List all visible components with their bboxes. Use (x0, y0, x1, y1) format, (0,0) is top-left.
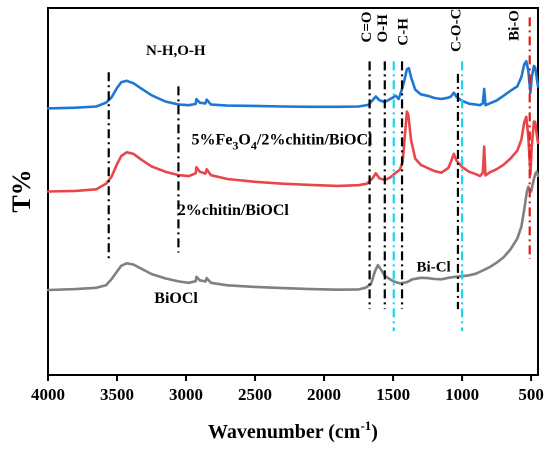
x-axis-title-tail: ) (371, 421, 378, 443)
x-tick-label-7: 500 (518, 385, 544, 404)
annotations-group: N-H,O-H C=O O-H C-H C-O-C Bi-O Bi-Cl (146, 9, 523, 276)
series-group (46, 60, 540, 292)
plot-frame (47, 7, 539, 376)
series-label-0-part-4: /2%chitin/BiOCl (256, 131, 373, 148)
series-label-2: BiOCl (154, 290, 198, 307)
series-label-0-part-2: O (238, 131, 250, 148)
x-tick-label-6: 1000 (445, 385, 479, 404)
x-axis-title-main: Wavenumber (cm (208, 421, 361, 443)
x-tick-label-1: 3500 (100, 385, 134, 404)
series-line-0 (46, 60, 540, 110)
x-tick-label-4: 2000 (307, 385, 341, 404)
annotation-0: N-H,O-H (146, 43, 206, 59)
x-axis-title: Wavenumber (cm-1) (208, 418, 378, 443)
annotation-1: C=O (359, 11, 375, 42)
x-axis-ticks-group: 4000 3500 3000 2500 2000 1500 1000 500 (31, 375, 544, 404)
series-label-0-part-0: 5%Fe (192, 131, 233, 148)
reference-lines-group (107, 17, 531, 332)
series-line-2 (46, 170, 540, 292)
series-label-0-part-3: 4 (251, 138, 257, 152)
x-tick-label-5: 1500 (376, 385, 410, 404)
annotation-6: Bi-Cl (417, 259, 451, 275)
series-label-0-part-1: 3 (232, 138, 238, 152)
series-line-1 (46, 110, 540, 193)
y-axis-title: T% (7, 169, 36, 212)
x-tick-label-2: 3000 (169, 385, 203, 404)
annotation-3: C-H (396, 18, 412, 46)
x-axis-title-sup: -1 (360, 418, 371, 433)
series-label-0: 5%Fe3O4/2%chitin/BiOCl (192, 131, 373, 152)
annotation-5: Bi-O (507, 10, 523, 41)
series-label-1: 2%chitin/BiOCl (178, 202, 290, 219)
series-labels-group: 5%Fe3O4/2%chitin/BiOCl 2%chitin/BiOCl BiOC… (154, 131, 373, 306)
x-tick-label-0: 4000 (31, 385, 65, 404)
annotation-4: C-O-C (449, 9, 465, 52)
annotation-2: O-H (375, 14, 391, 43)
series-label-2-part-0: BiOCl (154, 290, 198, 307)
x-tick-label-3: 2500 (238, 385, 272, 404)
series-label-1-part-0: 2%chitin/BiOCl (178, 202, 290, 219)
